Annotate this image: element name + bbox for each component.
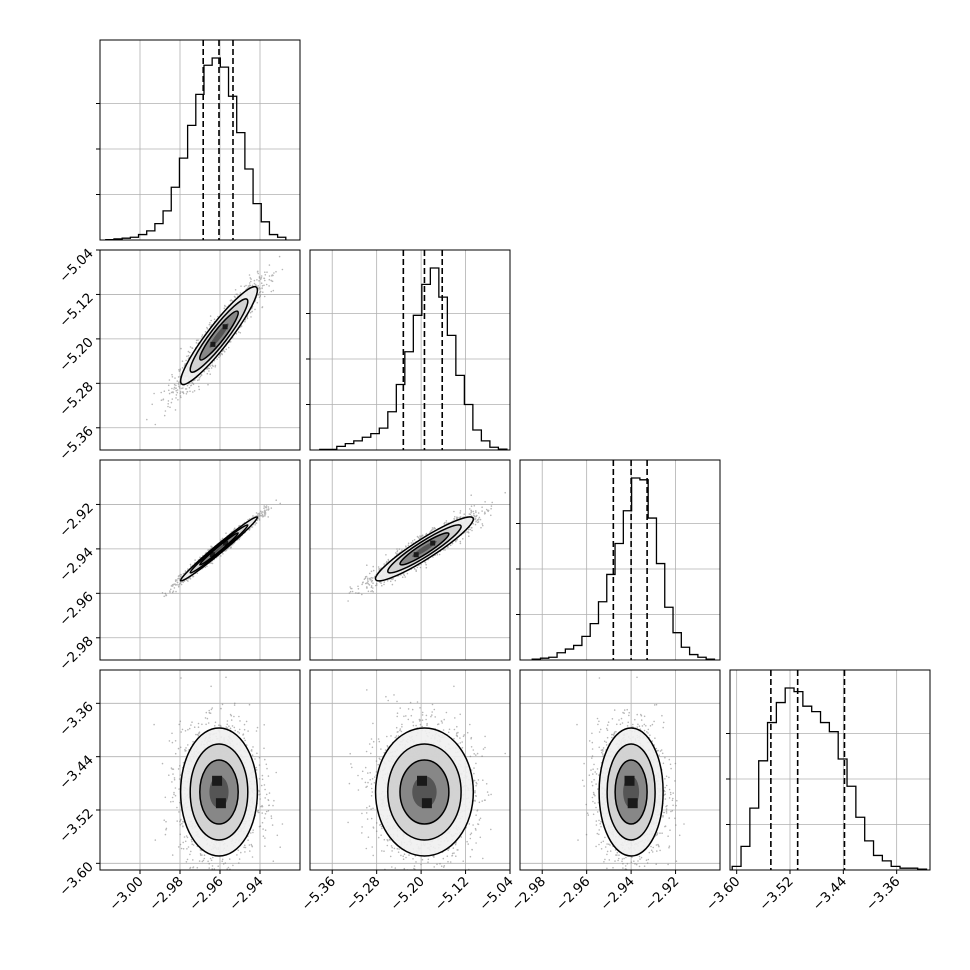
contour-line-2 [387,743,462,841]
density-bin [222,324,228,330]
density-core [417,775,432,809]
panel-frame [309,459,511,661]
contour-line-2 [189,743,249,841]
x-tick-label: −2.98 [508,874,549,915]
contour-line-2 [189,524,249,574]
x-tick-label: −5.20 [387,874,428,915]
contour-line-3 [179,727,259,857]
pair-panel-0-1 [99,249,301,451]
contour-line-1 [199,532,239,566]
hist-panel-3 [726,669,931,871]
density-bin [215,798,226,809]
x-tick-label: −5.12 [432,874,473,915]
panel-frame [309,669,511,871]
contour-line-3 [374,727,475,857]
contour-line-1 [399,759,450,825]
panel-frame [99,669,301,871]
panel-frame [519,459,721,661]
density-bin [421,798,432,809]
pair-panel-0-3 [99,669,301,871]
pair-panel-2-3 [519,669,721,871]
panel-frame [99,249,301,451]
x-tick-label: −2.98 [146,874,187,915]
panel-frame [99,39,301,241]
y-tick-label: −5.28 [56,379,97,420]
histogram-1 [319,267,508,450]
panel-frame [99,459,301,661]
x-tick-label: −3.44 [810,874,851,915]
x-tick-label: −2.94 [226,874,267,915]
density-bin [430,540,436,546]
x-tick-label: −5.28 [343,874,384,915]
density-bin [413,552,419,558]
x-tick-label: −2.96 [553,874,594,915]
y-tick-label: −3.44 [56,752,97,793]
density-bin [624,775,635,786]
panel-frame [729,669,931,871]
y-tick-label: −2.92 [56,500,97,541]
density-bin [212,775,223,786]
x-tick-label: −3.60 [703,874,744,915]
x-tick-label: −5.04 [476,874,517,915]
y-tick-label: −2.94 [56,544,97,585]
y-tick-label: −5.20 [56,334,97,375]
panel-frame [519,669,721,871]
density-core [624,775,638,809]
contour-line-1 [614,759,648,825]
x-tick-label: −2.96 [186,874,227,915]
y-tick-label: −3.52 [56,806,97,847]
histogram-3 [731,687,928,870]
hist-panel-0 [96,39,301,241]
density-core [209,540,229,558]
x-tick-label: −3.52 [756,874,797,915]
contour-line-2 [606,743,656,841]
contour-line-2 [387,524,462,574]
y-tick-label: −5.12 [56,290,97,331]
x-tick-label: −5.36 [298,874,339,915]
y-tick-label: −3.36 [56,699,97,740]
x-tick-label: −2.92 [642,874,683,915]
pair-panel-1-3 [309,669,511,871]
y-tick-label: −5.04 [56,246,97,287]
density-bin [209,552,215,558]
y-tick-label: −2.98 [56,633,97,674]
contour-line-1 [399,532,450,566]
contour-line-2 [189,298,249,373]
density-bin [223,540,229,546]
contour-line-1 [199,310,239,361]
panel-frame [309,249,511,451]
density-bin [210,341,216,347]
y-tick-label: −3.60 [56,859,97,900]
density-core [210,324,228,347]
density-core [212,775,226,809]
x-tick-label: −3.00 [106,874,147,915]
density-core [413,540,436,558]
contour-line-1 [199,759,239,825]
contour-line-3 [179,516,259,582]
histogram-0 [105,57,287,240]
y-tick-label: −2.96 [56,589,97,630]
contour-line-3 [179,285,259,386]
density-fill [209,323,229,348]
density-bin [627,798,638,809]
hist-panel-1 [306,249,511,451]
contour-line-3 [374,516,475,582]
contour-line-3 [598,727,664,857]
pair-panel-1-2 [309,459,511,661]
hist-panel-2 [516,459,721,661]
density-bin [417,775,427,786]
x-tick-label: −3.36 [863,874,904,915]
histogram-2 [531,477,716,660]
y-tick-label: −5.36 [56,423,97,464]
pair-panel-0-2 [99,459,301,661]
x-tick-label: −2.94 [597,874,638,915]
